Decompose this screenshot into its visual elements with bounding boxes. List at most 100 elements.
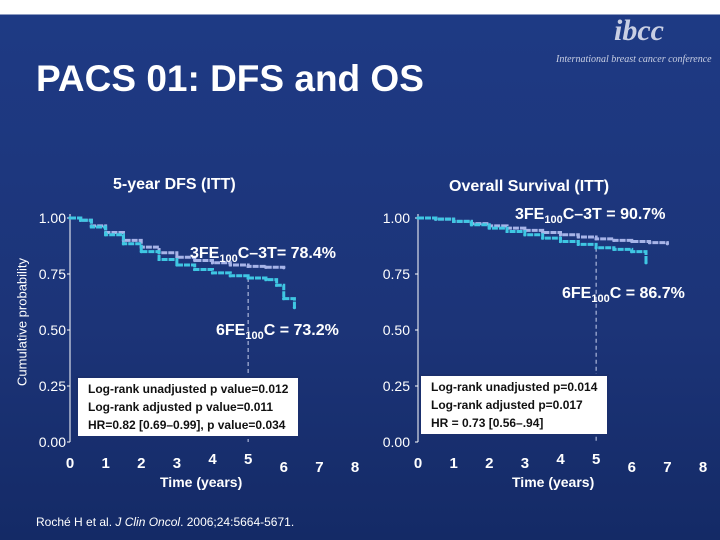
data-point-fec xyxy=(275,283,279,287)
data-point-fec_t xyxy=(630,239,634,244)
x-tick-label: 6 xyxy=(280,459,288,476)
data-point-fec xyxy=(523,233,527,237)
stats-line: Log-rank adjusted p=0.017 xyxy=(431,398,583,412)
citation-journal: J Clin Oncol xyxy=(115,515,181,529)
stats-line: HR=0.82 [0.69–0.99], p value=0.034 xyxy=(88,418,286,432)
dfs-stats-box: Log-rank unadjusted p value=0.012 Log-ra… xyxy=(76,376,301,438)
y-tick-label: 0.75 xyxy=(383,266,410,282)
data-point-fec xyxy=(644,261,648,265)
data-point-fec xyxy=(452,219,456,223)
dfs-plot: 0.00 0.25 0.50 0.75 1.00 0 1 2 3 4 5 6 7 8 xyxy=(39,210,359,476)
data-point-fec_t xyxy=(193,258,197,263)
data-point-fec xyxy=(228,274,232,278)
data-point-fec xyxy=(175,263,179,267)
data-point-fec xyxy=(282,297,286,301)
x-tick-label: 3 xyxy=(173,455,181,472)
data-point-fec xyxy=(612,247,616,251)
data-point-fec xyxy=(193,267,197,272)
citation: Roché H et al. J Clin Oncol. 2006;24:566… xyxy=(36,515,294,529)
os-plot: 0.00 0.25 0.50 0.75 1.00 0 1 2 3 4 5 6 7 8 xyxy=(383,210,707,476)
data-point-fec xyxy=(246,276,250,280)
annotation-text: C–3T = 90.7% xyxy=(562,206,666,223)
logo-tagline: International breast cancer conference xyxy=(556,54,712,65)
data-point-fec_t xyxy=(594,237,598,241)
data-point-fec xyxy=(104,233,108,237)
data-point-fec xyxy=(434,217,438,221)
x-tick-label: 1 xyxy=(101,455,109,472)
data-point-fec xyxy=(264,278,268,282)
data-point-fec_t xyxy=(665,242,669,246)
data-point-fec xyxy=(541,236,545,240)
y-tick-label: 0.50 xyxy=(383,322,410,338)
x-tick-label: 7 xyxy=(315,459,323,476)
y-tick-label: 0.50 xyxy=(39,322,66,338)
os-x-axis-label: Time (years) xyxy=(512,474,595,490)
stats-line: Log-rank unadjusted p=0.014 xyxy=(431,380,598,394)
citation-authors: Roché H et al. xyxy=(36,515,116,529)
x-tick-label: 6 xyxy=(628,459,636,476)
data-point-fec_t xyxy=(558,233,563,237)
annotation-text: 6FE xyxy=(562,285,592,302)
dfs-chart-title: 5-year DFS (ITT) xyxy=(113,176,236,193)
annotation-subscript: 100 xyxy=(245,330,264,343)
data-point-fec_t xyxy=(612,238,616,242)
annotation-subscript: 100 xyxy=(219,253,238,266)
data-point-fec_t xyxy=(647,241,652,245)
logo-mark: ibcc xyxy=(614,14,664,47)
data-point-fec xyxy=(292,306,297,310)
data-point-fec_t xyxy=(576,235,580,239)
y-tick-label: 0.25 xyxy=(39,378,66,394)
x-tick-label: 3 xyxy=(521,455,529,472)
data-point-fec xyxy=(594,246,598,250)
ibcc-logo: ibcc International breast cancer confere… xyxy=(556,14,712,74)
y-tick-label: 0.25 xyxy=(383,378,410,394)
slide-title: PACS 01: DFS and OS xyxy=(36,58,424,99)
annotation-text: C = 86.7% xyxy=(609,285,685,302)
x-tick-label: 7 xyxy=(663,459,671,476)
annotation-text: 3FE xyxy=(190,245,220,262)
stats-line: Log-rank adjusted p value=0.011 xyxy=(88,400,274,414)
os-chart-title: Overall Survival (ITT) xyxy=(449,178,610,195)
os-fec-annotation: 6FE100C = 86.7% xyxy=(562,285,685,305)
y-tick-label: 0.75 xyxy=(39,266,66,282)
data-point-fec xyxy=(139,250,143,254)
x-tick-label: 8 xyxy=(699,459,707,476)
data-point-fec_t xyxy=(210,261,215,265)
data-point-fec xyxy=(416,216,420,220)
data-point-fec xyxy=(210,271,215,275)
annotation-text: C–3T= 78.4% xyxy=(237,245,336,262)
data-point-fec xyxy=(68,216,72,220)
x-tick-label: 8 xyxy=(351,459,359,476)
x-tick-label: 4 xyxy=(556,451,565,468)
series-line-fec xyxy=(70,216,296,308)
data-point-fec xyxy=(121,242,126,246)
dfs-x-axis-label: Time (years) xyxy=(160,474,243,490)
data-point-fec xyxy=(79,218,83,222)
x-tick-label: 5 xyxy=(592,451,600,468)
dfs-fec-t-annotation: 3FE100C–3T= 78.4% xyxy=(190,245,336,265)
data-point-fec xyxy=(505,229,509,234)
data-point-fec xyxy=(157,257,161,262)
stats-line: Log-rank unadjusted p value=0.012 xyxy=(88,382,289,396)
x-tick-label: 0 xyxy=(66,455,74,472)
annotation-text: 6FE xyxy=(216,322,246,339)
annotation-subscript: 100 xyxy=(591,293,610,306)
y-tick-label: 1.00 xyxy=(39,210,66,226)
y-tick-label: 0.00 xyxy=(39,434,66,450)
x-tick-label: 2 xyxy=(485,455,493,472)
os-stats-box: Log-rank unadjusted p=0.014 Log-rank adj… xyxy=(419,374,610,436)
x-tick-label: 1 xyxy=(449,455,457,472)
data-point-fec_t xyxy=(246,264,250,268)
y-tick-label: 0.00 xyxy=(383,434,410,450)
data-point-fec xyxy=(487,226,491,230)
data-point-fec xyxy=(576,242,580,247)
data-point-fec xyxy=(630,250,634,254)
annotation-subscript: 100 xyxy=(544,214,563,227)
data-point-fec_t xyxy=(264,265,268,269)
dfs-fec-annotation: 6FE100C = 73.2% xyxy=(216,322,339,342)
data-point-fec xyxy=(558,239,563,244)
annotation-text: 3FE xyxy=(515,206,545,223)
data-point-fec xyxy=(89,225,93,229)
data-point-fec xyxy=(469,223,474,227)
